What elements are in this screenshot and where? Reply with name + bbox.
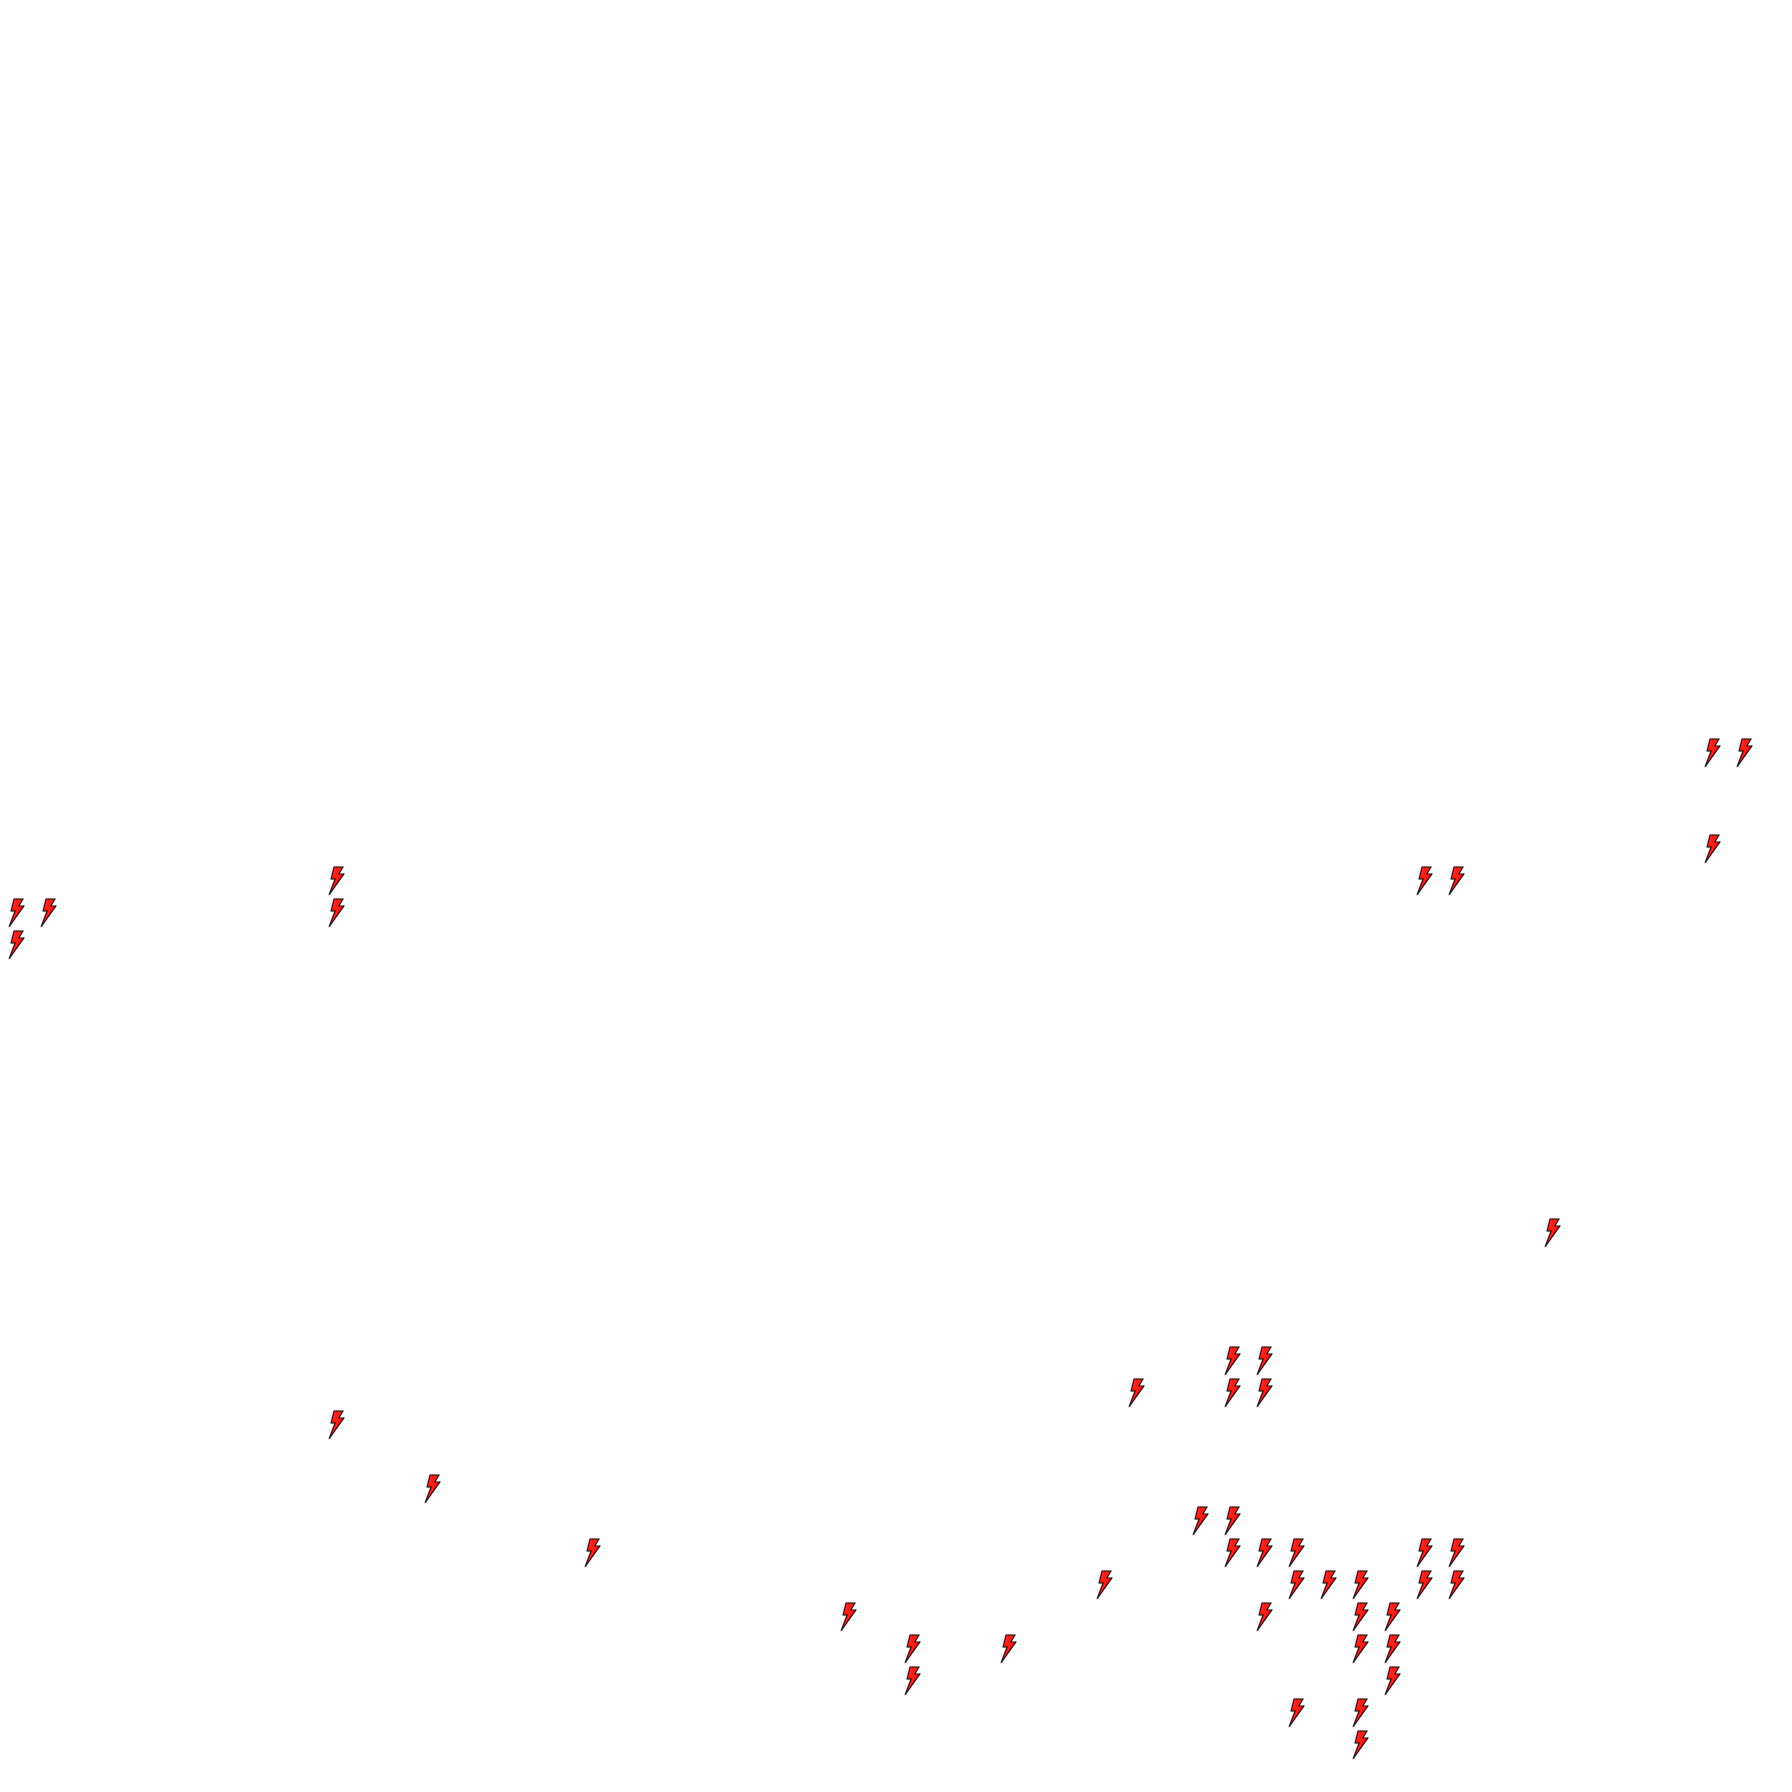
lightning-bolt-icon[interactable] bbox=[1287, 1698, 1307, 1728]
lightning-bolt-icon[interactable] bbox=[1223, 1538, 1243, 1568]
lightning-bolt-icon[interactable] bbox=[1351, 1602, 1371, 1632]
lightning-bolt-icon[interactable] bbox=[7, 930, 27, 960]
lightning-bolt-icon[interactable] bbox=[903, 1666, 923, 1696]
lightning-bolt-icon[interactable] bbox=[1351, 1698, 1371, 1728]
lightning-bolt-icon[interactable] bbox=[1447, 1570, 1467, 1600]
lightning-bolt-icon[interactable] bbox=[583, 1538, 603, 1568]
lightning-bolt-icon[interactable] bbox=[423, 1474, 443, 1504]
lightning-bolt-icon[interactable] bbox=[1255, 1538, 1275, 1568]
lightning-bolt-icon[interactable] bbox=[1191, 1506, 1211, 1536]
lightning-bolt-icon[interactable] bbox=[39, 898, 59, 928]
lightning-bolt-icon[interactable] bbox=[1415, 1538, 1435, 1568]
lightning-bolt-icon[interactable] bbox=[1415, 1570, 1435, 1600]
lightning-bolt-icon[interactable] bbox=[1351, 1570, 1371, 1600]
lightning-bolt-icon[interactable] bbox=[1735, 738, 1755, 768]
lightning-bolt-icon[interactable] bbox=[1383, 1602, 1403, 1632]
lightning-bolt-icon[interactable] bbox=[327, 898, 347, 928]
lightning-bolt-icon[interactable] bbox=[1095, 1570, 1115, 1600]
lightning-bolt-icon[interactable] bbox=[999, 1634, 1019, 1664]
lightning-bolt-icon[interactable] bbox=[1223, 1506, 1243, 1536]
lightning-bolt-icon[interactable] bbox=[1223, 1346, 1243, 1376]
lightning-bolt-icon[interactable] bbox=[1415, 866, 1435, 896]
lightning-bolt-icon[interactable] bbox=[1447, 866, 1467, 896]
lightning-bolt-icon[interactable] bbox=[327, 1410, 347, 1440]
lightning-bolt-icon[interactable] bbox=[1447, 1538, 1467, 1568]
lightning-bolt-icon[interactable] bbox=[1287, 1538, 1307, 1568]
lightning-bolt-icon[interactable] bbox=[1319, 1570, 1339, 1600]
lightning-bolt-icon[interactable] bbox=[1255, 1346, 1275, 1376]
lightning-bolt-icon[interactable] bbox=[1287, 1570, 1307, 1600]
lightning-bolt-icon[interactable] bbox=[1255, 1602, 1275, 1632]
lightning-bolt-icon[interactable] bbox=[1127, 1378, 1147, 1408]
lightning-bolt-icon[interactable] bbox=[1703, 834, 1723, 864]
lightning-bolt-icon[interactable] bbox=[1703, 738, 1723, 768]
lightning-bolt-icon[interactable] bbox=[1383, 1634, 1403, 1664]
lightning-bolt-icon[interactable] bbox=[327, 866, 347, 896]
lightning-bolt-icon[interactable] bbox=[1351, 1730, 1371, 1760]
lightning-bolt-icon[interactable] bbox=[1351, 1634, 1371, 1664]
lightning-bolt-icon[interactable] bbox=[839, 1602, 859, 1632]
lightning-bolt-icon[interactable] bbox=[1223, 1378, 1243, 1408]
lightning-bolt-icon[interactable] bbox=[7, 898, 27, 928]
lightning-bolt-icon[interactable] bbox=[1543, 1218, 1563, 1248]
lightning-bolt-icon[interactable] bbox=[1383, 1666, 1403, 1696]
lightning-bolt-icon[interactable] bbox=[903, 1634, 923, 1664]
lightning-bolt-icon[interactable] bbox=[1255, 1378, 1275, 1408]
